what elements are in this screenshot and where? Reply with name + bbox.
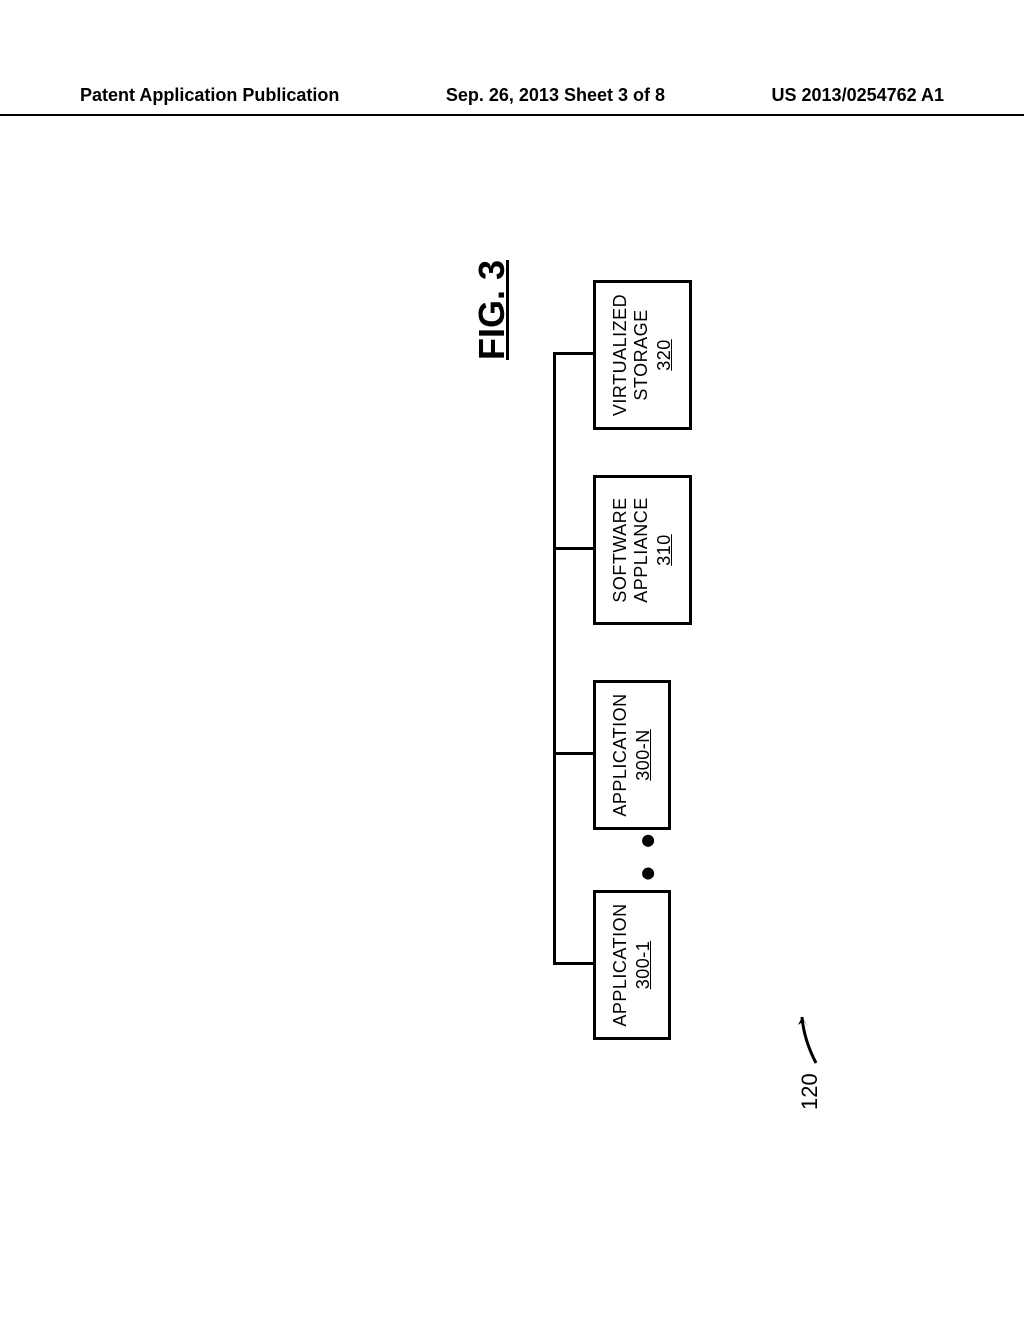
node-software-appliance: SOFTWARE APPLIANCE 310 xyxy=(593,475,692,625)
horizontal-connector xyxy=(553,355,556,965)
node-label-line2: APPLIANCE xyxy=(631,497,651,603)
figure-title: FIG. 3 xyxy=(471,260,513,1110)
rotated-figure-wrapper: FIG. 3 APPLICATION 300-1 ● ● ● APPLICATI… xyxy=(471,210,553,1110)
node-application-n: APPLICATION 300-N xyxy=(593,680,671,830)
header-right: US 2013/0254762 A1 xyxy=(772,85,944,106)
node-application-1: APPLICATION 300-1 xyxy=(593,890,671,1040)
stem-app1 xyxy=(553,962,593,965)
node-ref: 300-N xyxy=(633,691,654,819)
reference-number: 120 xyxy=(797,1073,823,1110)
page-header: Patent Application Publication Sep. 26, … xyxy=(0,85,1024,116)
arrow-icon xyxy=(798,1005,822,1065)
node-label-line1: VIRTUALIZED xyxy=(610,294,630,416)
stem-storage xyxy=(553,352,593,355)
node-ref: 320 xyxy=(654,291,675,419)
stem-appn xyxy=(553,752,593,755)
node-virtualized-storage: VIRTUALIZED STORAGE 320 xyxy=(593,280,692,430)
node-label-line2: STORAGE xyxy=(631,309,651,400)
stem-software xyxy=(553,547,593,550)
header-left: Patent Application Publication xyxy=(80,85,339,106)
node-ref: 300-1 xyxy=(633,901,654,1029)
node-label: APPLICATION xyxy=(610,903,630,1026)
node-label-line1: SOFTWARE xyxy=(610,497,630,602)
header-center: Sep. 26, 2013 Sheet 3 of 8 xyxy=(446,85,665,106)
node-ref: 310 xyxy=(654,486,675,614)
figure-reference-pointer: 120 xyxy=(797,1005,823,1110)
node-label: APPLICATION xyxy=(610,693,630,816)
figure-3-diagram: FIG. 3 APPLICATION 300-1 ● ● ● APPLICATI… xyxy=(0,160,1024,1260)
